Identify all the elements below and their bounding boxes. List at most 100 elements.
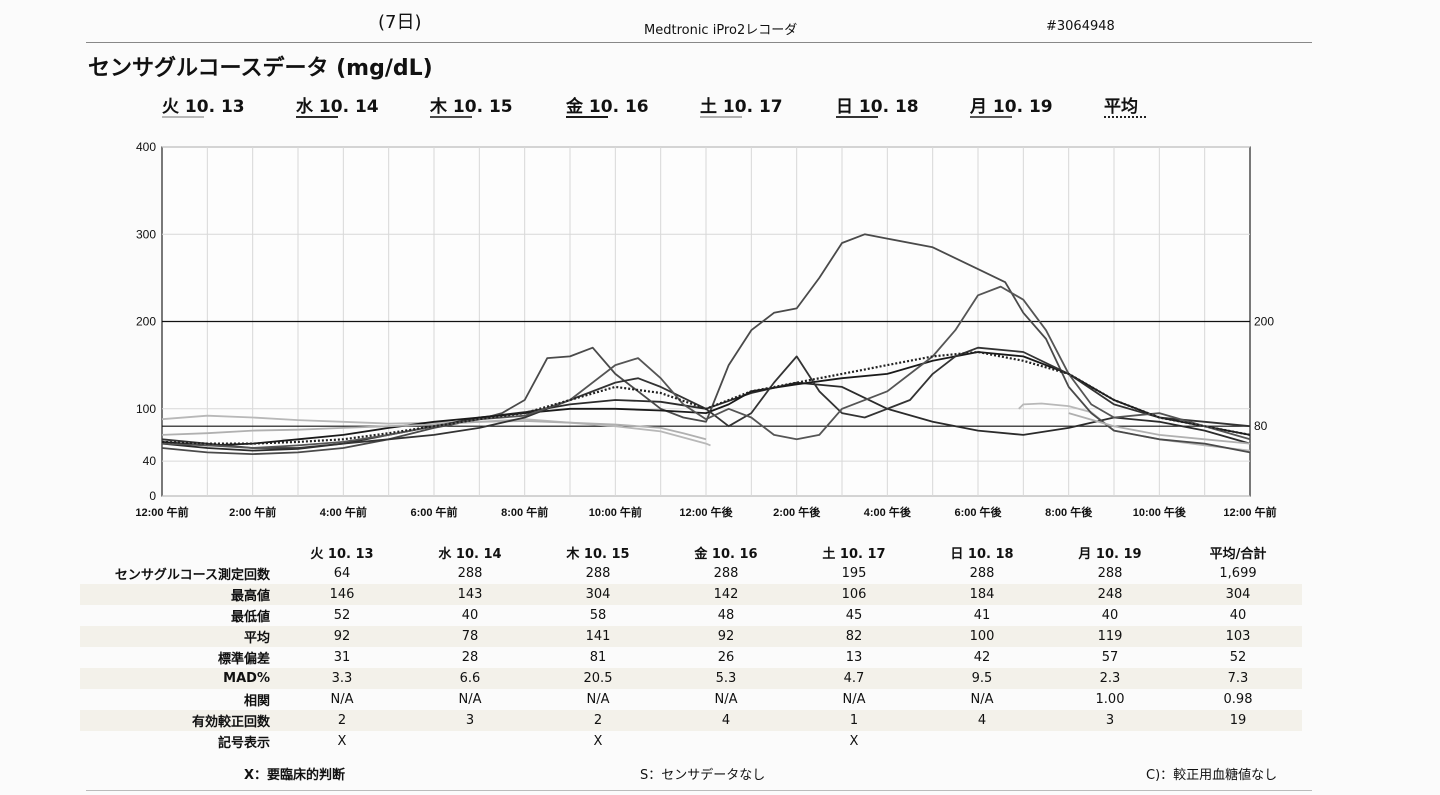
x-tick-label: 2:00 午後 <box>773 505 821 519</box>
stats-row-label: 最低値 <box>230 610 270 625</box>
stats-col-header: 金 10. 16 <box>694 547 758 562</box>
stats-cell: 288 <box>457 566 483 581</box>
stats-cell: 304 <box>534 584 662 605</box>
legend-note-c: C)：較正用血糖値なし <box>1146 768 1278 783</box>
chart-title: センサグルコースデータ (mg/dL) <box>88 56 433 81</box>
x-tick-label: 4:00 午前 <box>320 505 367 519</box>
stats-cell: 119 <box>1046 626 1174 647</box>
y-tick-label: 0 <box>149 489 156 503</box>
stats-cell: X <box>849 734 859 749</box>
stats-cell: 0.98 <box>1223 692 1253 707</box>
stats-cell: N/A <box>458 692 482 707</box>
stats-cell <box>918 731 1046 752</box>
x-tick-label: 12:00 午前 <box>135 505 188 519</box>
stats-col-header: 月 10. 19 <box>1078 547 1142 562</box>
stats-cell: 1 <box>790 710 918 731</box>
stats-cell: 3.3 <box>278 668 406 689</box>
glucose-chart: 0 40 100 200 300 400 200 80 12:00 午前 2:00 午前 4:00 … <box>135 140 1276 519</box>
stats-cell: 2.3 <box>1046 668 1174 689</box>
stats-cell: 92 <box>662 626 790 647</box>
legend-swatch-thu <box>430 116 472 118</box>
stats-table: 火 10. 13 水 10. 14 木 10. 15 金 10. 16 土 10… <box>80 542 1302 752</box>
stats-cell <box>406 731 534 752</box>
stats-row-label: MAD% <box>80 668 278 689</box>
stats-col-header: 水 10. 14 <box>438 547 502 562</box>
stats-cell: 304 <box>1174 584 1302 605</box>
y-tick-label: 40 <box>143 454 157 468</box>
y-tick-label: 400 <box>136 140 156 154</box>
stats-row: 相関 N/A N/A N/A N/A N/A N/A 1.00 0.98 <box>80 689 1302 710</box>
stats-cell: 81 <box>589 650 607 665</box>
stats-cell: 143 <box>406 584 534 605</box>
stats-cell: 40 <box>1101 608 1119 623</box>
stats-cell: 2 <box>534 710 662 731</box>
stats-cell: 103 <box>1174 626 1302 647</box>
stats-cell: 82 <box>790 626 918 647</box>
stats-cell: 52 <box>333 608 351 623</box>
x-tick-label: 8:00 午後 <box>1045 505 1093 519</box>
stats-cell: 4.7 <box>790 668 918 689</box>
stats-cell: X <box>337 734 347 749</box>
stats-cell: 288 <box>969 566 995 581</box>
stats-cell: X <box>593 734 603 749</box>
legend-label-avg: 平均 <box>1104 97 1138 117</box>
stats-row: 最高値 146 143 304 142 106 184 248 304 <box>80 584 1302 605</box>
legend-note-s: S：センサデータなし <box>640 768 766 783</box>
stats-cell: 1.00 <box>1095 692 1125 707</box>
stats-row: 有効較正回数 2 3 2 4 1 4 3 19 <box>80 710 1302 731</box>
stats-cell: 57 <box>1101 650 1119 665</box>
stats-cell: 31 <box>333 650 351 665</box>
legend-swatch-mon <box>970 116 1012 118</box>
stats-cell: 3 <box>406 710 534 731</box>
y-tick-label: 300 <box>136 227 156 241</box>
stats-cell: 58 <box>589 608 607 623</box>
stats-cell: 288 <box>713 566 739 581</box>
target-line-label: 80 <box>1254 419 1268 433</box>
stats-cell: 5.3 <box>662 668 790 689</box>
legend-label-sun: 日 10. 18 <box>836 97 919 117</box>
stats-col-header: 土 10. 17 <box>822 547 886 562</box>
stats-row-label: 相関 <box>243 694 270 709</box>
y-tick-label: 100 <box>136 402 156 416</box>
legend-swatch-tue <box>162 116 204 118</box>
stats-cell: 28 <box>461 650 479 665</box>
stats-cell: 48 <box>717 608 735 623</box>
series-line-mon <box>161 285 1251 449</box>
legend-label-thu: 木 10. 15 <box>430 97 513 117</box>
stats-row-label: 記号表示 <box>217 736 270 751</box>
stats-row: 平均 92 78 141 92 82 100 119 103 <box>80 626 1302 647</box>
stats-cell: 195 <box>841 566 867 581</box>
stats-cell: 42 <box>973 650 991 665</box>
stats-cell: 41 <box>973 608 991 623</box>
x-tick-label: 8:00 午前 <box>501 505 548 519</box>
stats-cell: N/A <box>970 692 994 707</box>
stats-cell: 20.5 <box>534 668 662 689</box>
stats-cell: 141 <box>534 626 662 647</box>
stats-body: センサグルコース測定回数 64 288 288 288 195 288 288 1,699 最高値… <box>80 563 1302 752</box>
stats-row-label: 最高値 <box>80 584 278 605</box>
stats-cell: 4 <box>918 710 1046 731</box>
stats-cell: 106 <box>790 584 918 605</box>
series-line-avg <box>161 350 1251 445</box>
stats-cell: 6.6 <box>406 668 534 689</box>
record-id: #3064948 <box>1046 19 1115 34</box>
stats-col-header: 平均/合計 <box>1209 547 1267 562</box>
stats-cell: 288 <box>1097 566 1123 581</box>
days-label: (7日) <box>378 12 422 33</box>
stats-cell: 1,699 <box>1219 566 1257 581</box>
stats-cell: 92 <box>278 626 406 647</box>
legend-label-fri: 金 10. 16 <box>566 97 649 117</box>
stats-cell: 248 <box>1046 584 1174 605</box>
stats-cell: 142 <box>662 584 790 605</box>
stats-cell: 184 <box>918 584 1046 605</box>
stats-row-label: センサグルコース測定回数 <box>114 568 270 583</box>
legend-swatch-sat <box>700 116 742 118</box>
stats-row: 標準偏差 31 28 81 26 13 42 57 52 <box>80 647 1302 668</box>
stats-cell: 2 <box>278 710 406 731</box>
device-name: Medtronic iPro2レコーダ <box>644 23 798 38</box>
legend-swatch-fri <box>566 116 608 118</box>
x-tick-label: 6:00 午後 <box>954 505 1002 519</box>
stats-cell: N/A <box>842 692 866 707</box>
x-tick-label: 10:00 午後 <box>1133 505 1187 519</box>
legend-swatch-avg <box>1104 116 1146 118</box>
